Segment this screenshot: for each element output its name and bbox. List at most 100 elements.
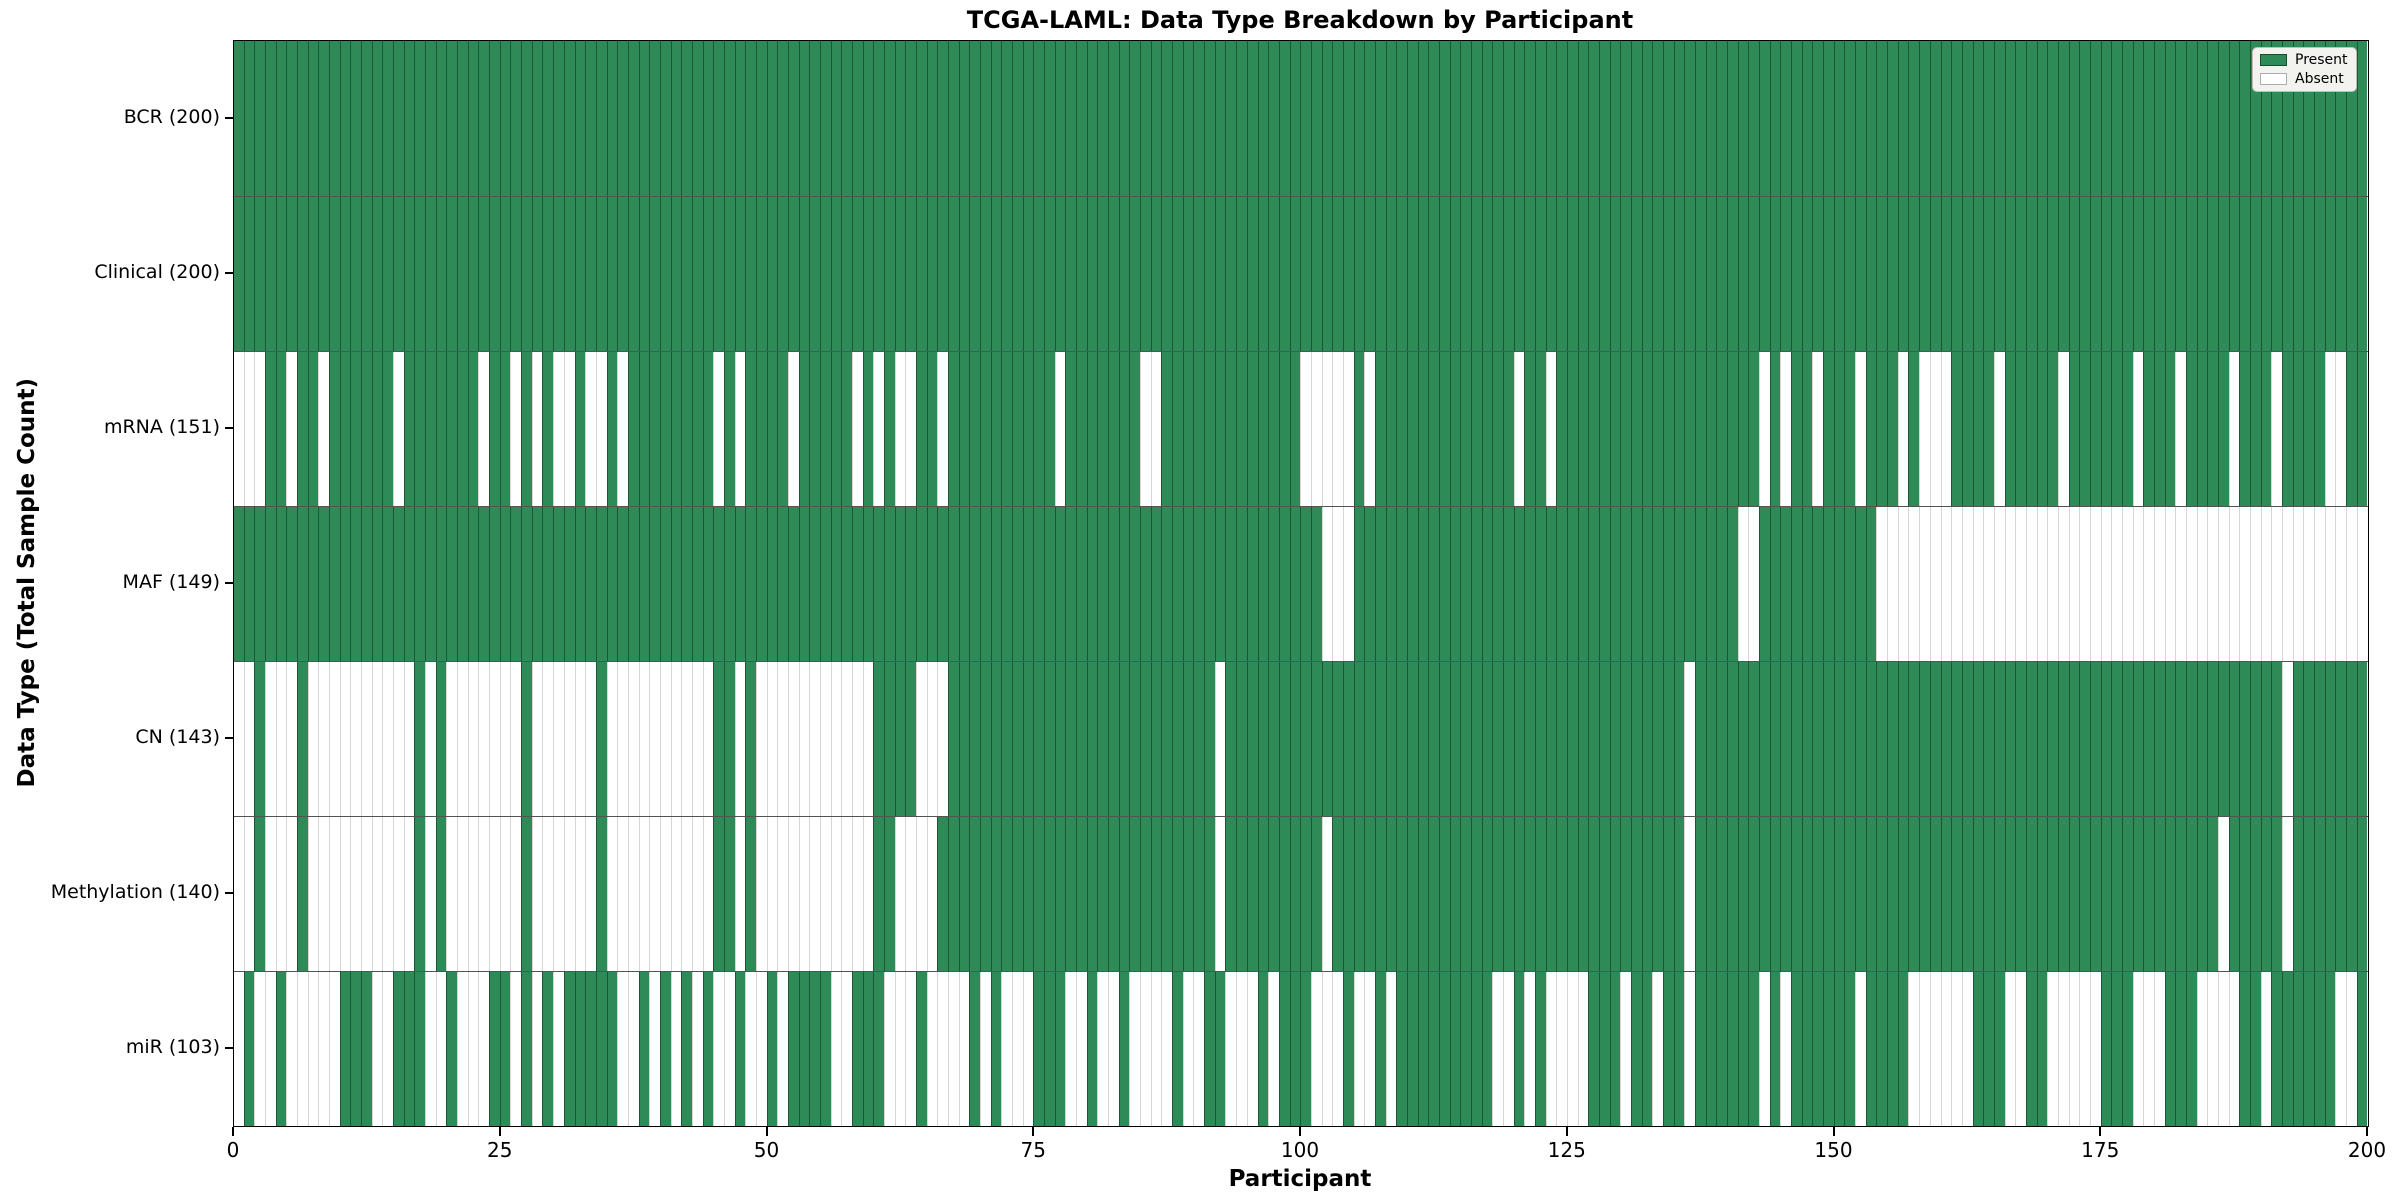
cell-MAF-176 bbox=[2111, 507, 2122, 661]
cell-Methylation-102 bbox=[1321, 817, 1333, 971]
cell-Methylation-34 bbox=[595, 817, 607, 971]
cell-BCR-93 bbox=[1225, 41, 1237, 196]
cell-Methylation-14 bbox=[382, 817, 394, 971]
cell-Clinical-81 bbox=[1097, 197, 1109, 351]
cell-miR-96 bbox=[1257, 972, 1269, 1126]
cell-mRNA-41 bbox=[670, 352, 682, 506]
cell-MAF-179 bbox=[2143, 507, 2154, 661]
cell-CN-172 bbox=[2068, 662, 2080, 816]
cell-miR-165 bbox=[1993, 972, 2005, 1126]
cell-mRNA-190 bbox=[2260, 352, 2272, 506]
cell-MAF-122 bbox=[1534, 507, 1546, 661]
cell-CN-43 bbox=[691, 662, 703, 816]
cell-miR-111 bbox=[1417, 972, 1429, 1126]
cell-MAF-135 bbox=[1673, 507, 1685, 661]
cell-Methylation-183 bbox=[2185, 817, 2197, 971]
cell-miR-10 bbox=[339, 972, 351, 1126]
cell-MAF-8 bbox=[318, 507, 330, 661]
y-tick-label-MAF: MAF (149) bbox=[122, 570, 220, 593]
cell-Clinical-145 bbox=[1780, 197, 1792, 351]
cell-mRNA-72 bbox=[1001, 352, 1013, 506]
cell-BCR-140 bbox=[1727, 41, 1738, 196]
cell-miR-47 bbox=[734, 972, 746, 1126]
cell-miR-132 bbox=[1641, 972, 1653, 1126]
cell-Clinical-130 bbox=[1620, 197, 1632, 351]
cell-CN-182 bbox=[2175, 662, 2186, 816]
cell-BCR-58 bbox=[851, 41, 863, 196]
cell-Clinical-175 bbox=[2100, 197, 2112, 351]
cell-Methylation-158 bbox=[1919, 817, 1930, 971]
cell-MAF-123 bbox=[1545, 507, 1557, 661]
cell-Methylation-68 bbox=[958, 817, 970, 971]
cell-BCR-98 bbox=[1278, 41, 1290, 196]
cell-miR-11 bbox=[350, 972, 362, 1126]
cell-CN-98 bbox=[1278, 662, 1290, 816]
cell-Clinical-119 bbox=[1502, 197, 1514, 351]
y-tick-label-CN: CN (143) bbox=[135, 725, 220, 748]
cell-Clinical-148 bbox=[1812, 197, 1824, 351]
cell-MAF-161 bbox=[1951, 507, 1962, 661]
cell-CN-65 bbox=[926, 662, 938, 816]
cell-miR-33 bbox=[585, 972, 596, 1126]
cell-Methylation-166 bbox=[2004, 817, 2016, 971]
cell-CN-13 bbox=[371, 662, 383, 816]
cell-CN-12 bbox=[361, 662, 372, 816]
cell-Methylation-139 bbox=[1716, 817, 1728, 971]
cell-CN-120 bbox=[1513, 662, 1525, 816]
cell-CN-57 bbox=[841, 662, 852, 816]
cell-BCR-161 bbox=[1951, 41, 1962, 196]
cell-BCR-29 bbox=[542, 41, 554, 196]
cell-miR-119 bbox=[1502, 972, 1514, 1126]
cell-Methylation-160 bbox=[1940, 817, 1952, 971]
cell-mRNA-152 bbox=[1855, 352, 1866, 506]
cell-Clinical-150 bbox=[1833, 197, 1845, 351]
cell-MAF-59 bbox=[862, 507, 874, 661]
cell-miR-117 bbox=[1481, 972, 1493, 1126]
cell-Methylation-35 bbox=[606, 817, 618, 971]
chart-title: TCGA-LAML: Data Type Breakdown by Partic… bbox=[966, 6, 1634, 34]
cell-miR-40 bbox=[659, 972, 671, 1126]
cell-CN-30 bbox=[553, 662, 564, 816]
cell-Clinical-166 bbox=[2004, 197, 2016, 351]
cell-miR-12 bbox=[361, 972, 372, 1126]
cell-CN-117 bbox=[1481, 662, 1493, 816]
cell-BCR-53 bbox=[798, 41, 810, 196]
cell-CN-190 bbox=[2260, 662, 2272, 816]
cell-miR-118 bbox=[1492, 972, 1503, 1126]
cell-MAF-29 bbox=[542, 507, 554, 661]
cell-mRNA-32 bbox=[574, 352, 586, 506]
cell-Clinical-39 bbox=[649, 197, 660, 351]
cell-CN-135 bbox=[1673, 662, 1685, 816]
cell-MAF-12 bbox=[361, 507, 372, 661]
cell-mRNA-20 bbox=[446, 352, 458, 506]
cell-CN-92 bbox=[1214, 662, 1226, 816]
cell-Methylation-153 bbox=[1865, 817, 1877, 971]
cell-mRNA-69 bbox=[969, 352, 981, 506]
cell-Methylation-93 bbox=[1225, 817, 1237, 971]
y-tick-mark-miR bbox=[225, 1046, 233, 1049]
cell-MAF-108 bbox=[1385, 507, 1397, 661]
cell-mRNA-30 bbox=[553, 352, 564, 506]
cell-miR-112 bbox=[1428, 972, 1439, 1126]
cell-CN-123 bbox=[1545, 662, 1557, 816]
x-tick-label-175: 175 bbox=[2081, 1138, 2120, 1162]
cell-miR-173 bbox=[2079, 972, 2090, 1126]
cell-MAF-54 bbox=[809, 507, 820, 661]
cell-MAF-109 bbox=[1396, 507, 1407, 661]
cell-CN-2 bbox=[254, 662, 266, 816]
cell-BCR-6 bbox=[297, 41, 308, 196]
cell-MAF-138 bbox=[1705, 507, 1717, 661]
cell-MAF-53 bbox=[798, 507, 810, 661]
cell-MAF-48 bbox=[745, 507, 756, 661]
cell-Clinical-43 bbox=[691, 197, 703, 351]
heatmap-row-MAF bbox=[234, 506, 2368, 661]
cell-Methylation-161 bbox=[1951, 817, 1962, 971]
cell-CN-99 bbox=[1289, 662, 1301, 816]
cell-mRNA-138 bbox=[1705, 352, 1717, 506]
cell-CN-104 bbox=[1342, 662, 1354, 816]
cell-Methylation-20 bbox=[446, 817, 458, 971]
cell-miR-45 bbox=[713, 972, 724, 1126]
cell-Clinical-74 bbox=[1022, 197, 1034, 351]
cell-Methylation-54 bbox=[809, 817, 820, 971]
cell-Clinical-27 bbox=[521, 197, 532, 351]
